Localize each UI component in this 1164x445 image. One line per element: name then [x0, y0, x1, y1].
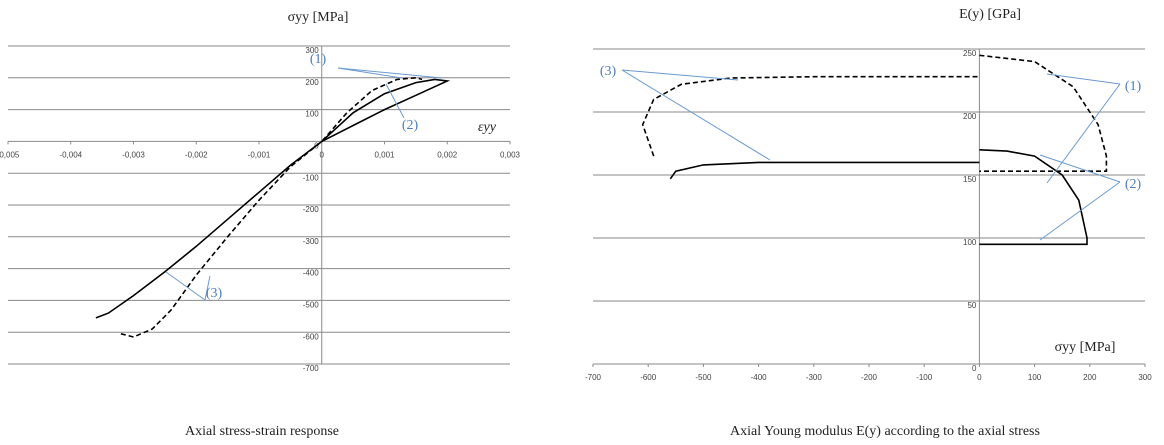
x-tick-label: -400 — [751, 373, 768, 382]
callout-line — [337, 67, 443, 79]
x-tick-label: -0,002 — [185, 151, 208, 160]
x-tick-label: -0,005 — [0, 151, 20, 160]
x-tick-label: 300 — [1138, 373, 1152, 382]
caption: Axial Young modulus E(y) according to th… — [730, 424, 1040, 439]
x-axis-label: σyy [MPa] — [1055, 340, 1116, 355]
data-line — [120, 76, 423, 338]
x-tick-label: 0 — [320, 151, 325, 160]
x-tick-label: -300 — [806, 373, 823, 382]
annotation: (2) — [402, 118, 419, 133]
caption: Axial stress-strain response — [185, 424, 339, 439]
annotation: (1) — [1125, 79, 1142, 94]
y-tick-label: -700 — [303, 364, 320, 373]
y-tick-label: -500 — [303, 301, 320, 310]
y-tick-label: -400 — [303, 269, 320, 278]
y-tick-label: 100 — [305, 110, 319, 119]
y-tick-label: 200 — [963, 112, 977, 121]
data-line — [641, 54, 1108, 172]
annotation: (2) — [1125, 177, 1142, 192]
callout-line — [1039, 181, 1121, 241]
callout-line — [337, 67, 403, 79]
y-tick-label: -600 — [303, 332, 320, 341]
x-tick-label: -0,003 — [122, 151, 145, 160]
x-tick-label: 100 — [1028, 373, 1042, 382]
callout-line — [1046, 73, 1121, 85]
annotation: (3) — [206, 286, 223, 301]
y-tick-label: 50 — [967, 301, 976, 310]
y-axis-label: E(y) [GPa] — [959, 7, 1021, 22]
x-tick-label: -600 — [640, 373, 657, 382]
x-tick-label: -0,001 — [248, 151, 271, 160]
callout-line — [204, 275, 211, 301]
data-line — [669, 149, 1088, 246]
annotation: (3) — [600, 64, 617, 79]
y-tick-label: 200 — [305, 78, 319, 87]
x-tick-label: -700 — [585, 373, 602, 382]
callout-line — [1046, 83, 1121, 184]
callout-line — [165, 271, 206, 301]
y-axis-label: σyy [MPa] — [288, 10, 349, 25]
x-tick-label: 0,002 — [437, 151, 458, 160]
x-tick-label: -0,004 — [59, 151, 82, 160]
callout-line — [385, 83, 405, 119]
x-tick-label: -200 — [861, 373, 878, 382]
x-tick-label: -500 — [695, 373, 712, 382]
y-tick-label: 100 — [963, 238, 977, 247]
y-tick-label: -100 — [303, 173, 320, 182]
x-tick-label: -100 — [916, 373, 933, 382]
y-tick-label: -300 — [303, 237, 320, 246]
callout-line — [621, 69, 739, 81]
y-tick-label: 150 — [963, 175, 977, 184]
y-tick-label: 0 — [972, 364, 977, 373]
callout-line — [621, 69, 771, 161]
data-line — [95, 78, 451, 319]
x-tick-label: 0,001 — [374, 151, 395, 160]
annotation: (1) — [310, 52, 327, 67]
y-tick-label: 300 — [305, 46, 319, 55]
y-tick-label: -200 — [303, 205, 320, 214]
y-tick-label: 250 — [963, 49, 977, 58]
x-tick-label: 0,003 — [500, 151, 521, 160]
x-tick-label: 0 — [977, 373, 982, 382]
x-tick-label: 200 — [1083, 373, 1097, 382]
callout-line — [1039, 154, 1121, 183]
x-axis-label: εyy — [478, 120, 497, 135]
